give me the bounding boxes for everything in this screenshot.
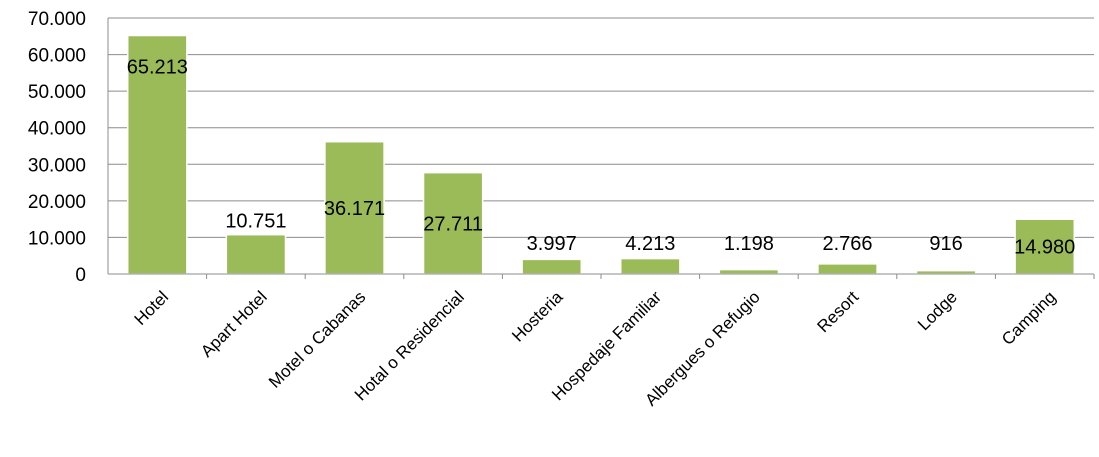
y-tick-label: 70.000: [28, 9, 86, 30]
y-tick-label: 50.000: [28, 82, 86, 103]
y-tick-label: 10.000: [28, 228, 86, 249]
bar: [324, 140, 385, 275]
x-tick-label: Resort: [813, 287, 862, 336]
y-tick-label: 0: [75, 265, 86, 286]
y-tick-label: 40.000: [28, 119, 86, 140]
data-label: 4.213: [625, 233, 675, 255]
bar: [1014, 218, 1076, 275]
x-tick-label: Hotal o Residencial: [351, 287, 468, 404]
x-tick-label: Lodge: [914, 287, 961, 334]
bar: [521, 258, 583, 275]
bar: [619, 257, 681, 275]
x-tick-label: Hotel: [131, 287, 172, 328]
data-label: 36.171: [324, 198, 385, 220]
data-label: 14.980: [1014, 237, 1075, 259]
bar: [422, 171, 484, 275]
x-tick-label: Apart Hotel: [197, 287, 271, 361]
data-label: 27.711: [423, 213, 483, 235]
bar: [225, 233, 287, 275]
y-tick-label: 20.000: [28, 192, 86, 213]
data-label: 3.997: [527, 233, 577, 255]
bar: [915, 269, 977, 275]
x-tick-label: Camping: [998, 287, 1060, 349]
data-label: 65.213: [127, 57, 188, 79]
x-tick-label: Motel o Cabanas: [265, 287, 369, 391]
data-label: 10.751: [225, 211, 286, 233]
y-tick-label: 60.000: [28, 46, 86, 67]
bar: [718, 268, 780, 275]
axes: [107, 18, 1095, 279]
data-label: 916: [929, 233, 962, 255]
bar: [817, 263, 878, 275]
y-tick-labels: 0 10.000 20.000 30.000 40.000 50.000 60.000 70.…: [28, 9, 86, 286]
data-label: 1.198: [724, 233, 774, 255]
data-label: 2.766: [822, 233, 872, 255]
y-tick-label: 30.000: [28, 155, 86, 176]
data-labels: 65.213 10.751 36.171 27.711 3.997 4.213 1.198 2…: [127, 57, 1076, 259]
x-tick-label: Hospedaje Familiar: [548, 287, 665, 404]
x-tick-label: Hosteria: [508, 287, 567, 346]
gridlines: [108, 17, 1094, 238]
